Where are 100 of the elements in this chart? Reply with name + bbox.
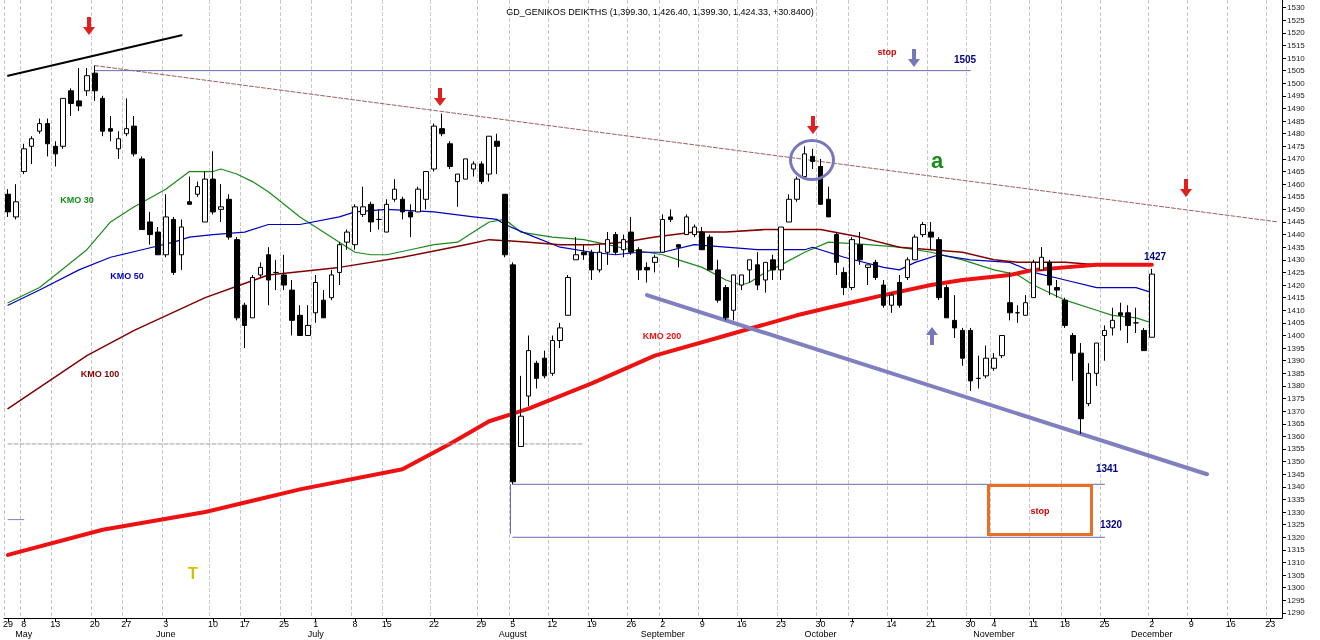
y-tick-label: 1365 <box>1287 419 1306 429</box>
candlestick <box>494 133 500 175</box>
y-tick-label: 1345 <box>1287 469 1306 479</box>
x-tick-label: 21 <box>925 619 936 629</box>
candlestick <box>226 193 232 241</box>
candlestick <box>573 236 579 261</box>
candlestick <box>944 284 949 319</box>
candlestick <box>139 155 145 231</box>
candlestick <box>486 135 492 183</box>
candlestick <box>928 221 934 251</box>
candlestick <box>455 173 460 208</box>
candlestick <box>1078 342 1084 435</box>
text: GD_GENIKOS DEIKTHS (1,399.30, 1,426.40, 1,399.30, 1,424.33, +30.8400) <box>506 6 814 17</box>
y-tick-label: 1520 <box>1287 28 1306 38</box>
candlestick <box>739 274 744 291</box>
candlestick <box>439 113 445 137</box>
candlestick <box>897 274 902 309</box>
candlestick <box>1039 246 1044 271</box>
candlestick <box>92 65 98 102</box>
y-tick-label: 1325 <box>1287 520 1306 530</box>
candlestick <box>415 186 421 213</box>
y-tick-label: 1425 <box>1287 267 1306 277</box>
y-tick-label: 1335 <box>1287 494 1306 504</box>
candlestick <box>660 213 665 253</box>
candlestick <box>1125 304 1131 344</box>
candlestick <box>747 259 752 284</box>
y-tick-label: 1530 <box>1287 3 1306 13</box>
y-tick-label: 1305 <box>1287 570 1306 580</box>
x-tick-label: 13 <box>50 619 61 629</box>
candlestick <box>45 118 50 157</box>
candlestick <box>581 244 587 261</box>
candlestick <box>155 226 161 256</box>
x-tick-label: 23 <box>1265 619 1276 629</box>
series-label: KMO 200 <box>642 331 682 341</box>
y-tick-label: 1510 <box>1287 53 1306 63</box>
candlestick <box>163 193 169 258</box>
candlestick <box>337 241 342 286</box>
candlestick <box>60 97 66 150</box>
candlestick <box>29 135 34 165</box>
candlestick <box>542 350 547 379</box>
y-tick-label: 1420 <box>1287 280 1306 290</box>
x-tick-label: 10 <box>208 619 219 629</box>
candlestick <box>100 95 105 137</box>
candlestick <box>1118 302 1123 331</box>
x-tick-label: 30 October <box>804 619 837 639</box>
candlestick <box>889 292 894 314</box>
y-tick-label: 1370 <box>1287 406 1306 416</box>
candlestick <box>37 118 42 135</box>
annotation: stop <box>1030 506 1050 516</box>
candlestick <box>518 375 524 447</box>
candlestick <box>802 145 807 180</box>
x-tick-label: 29 <box>476 619 487 629</box>
candlestick <box>1141 327 1147 352</box>
series-label: KMO 100 <box>80 369 120 379</box>
y-tick-label: 1395 <box>1287 343 1306 353</box>
candlestick <box>510 261 516 485</box>
candlestick <box>652 254 658 273</box>
y-tick-label: 1515 <box>1287 40 1306 50</box>
y-tick-label: 1375 <box>1287 394 1306 404</box>
candlestick <box>849 236 855 291</box>
candlestick <box>621 234 626 258</box>
x-tick-label: 23 <box>776 619 787 629</box>
y-tick-label: 1300 <box>1287 583 1306 593</box>
candlestick <box>991 352 997 372</box>
x-tick-label: 16 <box>1225 619 1236 629</box>
y-tick-label: 1445 <box>1287 217 1306 227</box>
y-tick-label: 1410 <box>1287 305 1306 315</box>
candlestick <box>1149 268 1155 338</box>
candlestick <box>1062 297 1068 329</box>
line-series <box>5 262 1154 557</box>
candlestick <box>218 183 224 223</box>
candlestick <box>1133 307 1139 334</box>
annotation: stop <box>877 47 897 57</box>
candlestick <box>976 355 981 389</box>
candlestick <box>999 334 1005 359</box>
candlestick <box>794 176 800 203</box>
candlestick <box>865 264 871 286</box>
candlestick <box>881 279 886 309</box>
candlestick <box>321 289 326 319</box>
y-tick-label: 1440 <box>1287 230 1306 240</box>
x-tick-label: 19 <box>586 619 597 629</box>
candlestick <box>147 211 153 246</box>
candlestick <box>84 67 90 97</box>
candlestick <box>242 302 247 349</box>
y-tick-label: 1450 <box>1287 204 1306 214</box>
series-label: KMO 50 <box>110 271 144 281</box>
y-tick-label: 1290 <box>1287 608 1306 618</box>
y-tick-label: 1480 <box>1287 129 1306 139</box>
candlestick <box>305 304 311 336</box>
candlestick <box>534 360 539 389</box>
candlestick <box>313 274 318 324</box>
candlestick <box>1094 342 1099 387</box>
candlestick <box>873 259 878 281</box>
candlestick <box>471 160 476 178</box>
candlestick <box>171 216 176 276</box>
candlestick <box>258 261 263 278</box>
annotation: 1505 <box>953 53 977 65</box>
candlestick <box>76 67 82 112</box>
y-tick-label: 1400 <box>1287 330 1306 340</box>
candlestick <box>5 188 11 218</box>
